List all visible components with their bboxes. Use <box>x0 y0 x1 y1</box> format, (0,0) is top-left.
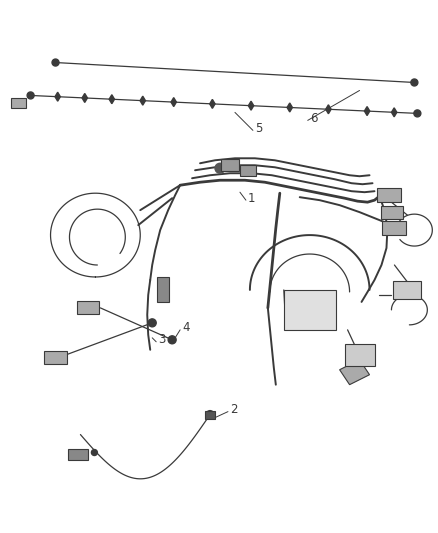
Text: 2: 2 <box>230 403 237 416</box>
Text: 6: 6 <box>310 112 317 125</box>
Polygon shape <box>287 103 293 112</box>
Bar <box>11 99 26 108</box>
Circle shape <box>215 163 225 173</box>
Circle shape <box>168 336 176 344</box>
Bar <box>157 278 169 302</box>
Bar <box>205 410 215 418</box>
Circle shape <box>206 410 214 418</box>
Polygon shape <box>326 105 331 114</box>
Text: 4: 4 <box>182 321 190 334</box>
Polygon shape <box>55 92 60 101</box>
Circle shape <box>411 79 418 86</box>
Polygon shape <box>248 101 254 110</box>
Circle shape <box>414 110 421 117</box>
Circle shape <box>148 319 156 327</box>
Bar <box>240 165 256 176</box>
Text: 1: 1 <box>248 192 255 205</box>
Polygon shape <box>109 95 114 104</box>
Bar <box>68 449 88 461</box>
Polygon shape <box>171 98 177 107</box>
Circle shape <box>52 59 59 66</box>
Polygon shape <box>140 96 145 105</box>
Polygon shape <box>210 99 215 108</box>
Text: 3: 3 <box>158 333 166 346</box>
Bar <box>284 290 336 330</box>
Bar <box>382 221 406 235</box>
Polygon shape <box>392 108 397 117</box>
Circle shape <box>92 449 97 456</box>
Polygon shape <box>339 360 370 385</box>
Bar <box>393 281 421 299</box>
Text: 5: 5 <box>255 122 262 135</box>
Circle shape <box>27 92 34 99</box>
Bar <box>43 351 67 364</box>
Bar <box>78 301 99 314</box>
Bar <box>381 206 403 219</box>
Polygon shape <box>364 107 370 116</box>
Bar <box>221 159 239 171</box>
Bar <box>345 344 374 366</box>
Bar <box>378 188 401 202</box>
Polygon shape <box>82 93 88 102</box>
